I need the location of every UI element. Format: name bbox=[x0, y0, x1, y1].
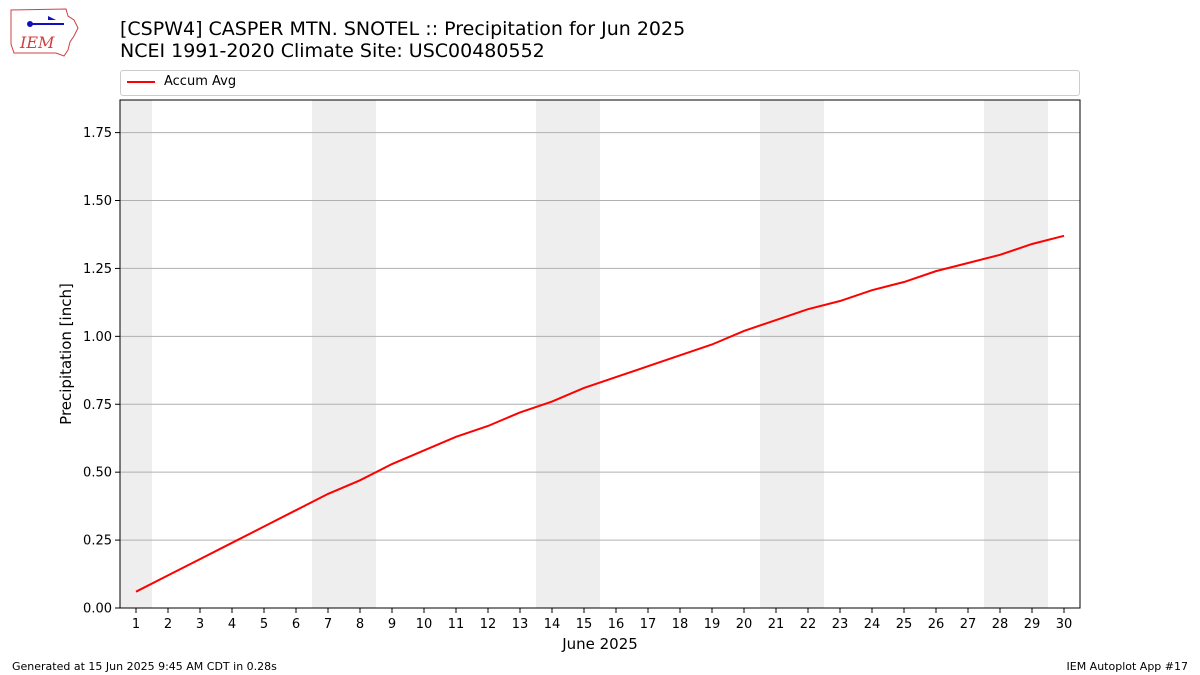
y-tick-label-5: 1.25 bbox=[83, 262, 112, 277]
x-tick-label-26: 26 bbox=[928, 617, 945, 632]
x-tick-label-6: 6 bbox=[292, 617, 300, 632]
x-tick-label-25: 25 bbox=[896, 617, 913, 632]
x-tick-label-14: 14 bbox=[544, 617, 561, 632]
x-tick-label-19: 19 bbox=[704, 617, 721, 632]
weekend-band-day-15 bbox=[568, 100, 600, 608]
x-tick-label-29: 29 bbox=[1024, 617, 1041, 632]
weekend-band-day-8 bbox=[344, 100, 376, 608]
plot-frame bbox=[119, 99, 1081, 609]
series-line-accum-avg bbox=[135, 234, 1065, 593]
y-axis-label: Precipitation [inch] bbox=[57, 283, 75, 425]
chart-title: [CSPW4] CASPER MTN. SNOTEL :: Precipitat… bbox=[120, 18, 686, 40]
y-tick-label-0: 0.00 bbox=[83, 602, 112, 617]
x-tick-label-11: 11 bbox=[448, 617, 465, 632]
x-tick-label-3: 3 bbox=[196, 617, 204, 632]
x-tick-label-7: 7 bbox=[324, 617, 332, 632]
app-label: IEM Autoplot App #17 bbox=[1066, 660, 1189, 673]
x-tick-label-18: 18 bbox=[672, 617, 689, 632]
generated-timestamp: Generated at 15 Jun 2025 9:45 AM CDT in … bbox=[12, 660, 277, 673]
x-tick-label-9: 9 bbox=[388, 617, 396, 632]
y-tick-label-7: 1.75 bbox=[83, 126, 112, 141]
x-tick-label-30: 30 bbox=[1056, 617, 1073, 632]
x-tick-label-20: 20 bbox=[736, 617, 753, 632]
x-tick-label-10: 10 bbox=[416, 617, 433, 632]
x-tick-label-22: 22 bbox=[800, 617, 817, 632]
weekend-band-day-29 bbox=[1016, 100, 1048, 608]
x-tick-label-5: 5 bbox=[260, 617, 268, 632]
y-tick-label-1: 0.25 bbox=[83, 534, 112, 549]
x-tick-label-15: 15 bbox=[576, 617, 593, 632]
legend-swatch-accum-avg bbox=[127, 81, 155, 83]
x-tick-label-16: 16 bbox=[608, 617, 625, 632]
y-tick-label-4: 1.00 bbox=[83, 330, 112, 345]
y-tick-label-3: 0.75 bbox=[83, 398, 112, 413]
chart-subtitle: NCEI 1991-2020 Climate Site: USC00480552 bbox=[120, 40, 545, 62]
x-tick-label-13: 13 bbox=[512, 617, 529, 632]
weekend-band-day-28 bbox=[984, 100, 1016, 608]
x-tick-label-21: 21 bbox=[768, 617, 785, 632]
x-tick-label-23: 23 bbox=[832, 617, 849, 632]
logo-flag-shape bbox=[48, 16, 56, 20]
logo-station-dot bbox=[27, 21, 33, 27]
y-tick-label-2: 0.50 bbox=[83, 466, 112, 481]
weekend-band-day-22 bbox=[792, 100, 824, 608]
weekend-band-day-21 bbox=[760, 100, 792, 608]
x-tick-label-24: 24 bbox=[864, 617, 881, 632]
weekend-band-day-7 bbox=[312, 100, 344, 608]
x-tick-label-2: 2 bbox=[164, 617, 172, 632]
x-tick-label-17: 17 bbox=[640, 617, 657, 632]
iowa-outline-shape bbox=[10, 8, 79, 57]
legend: Accum Avg bbox=[120, 70, 1080, 96]
weekend-band-day-1 bbox=[120, 100, 152, 608]
x-tick-label-4: 4 bbox=[228, 617, 236, 632]
legend-label-accum-avg: Accum Avg bbox=[164, 74, 237, 89]
logo-text: IEM bbox=[19, 33, 55, 52]
x-axis-label: June 2025 bbox=[561, 635, 638, 653]
weekend-band-day-14 bbox=[536, 100, 568, 608]
x-tick-label-28: 28 bbox=[992, 617, 1009, 632]
x-tick-label-8: 8 bbox=[356, 617, 364, 632]
iem-logo: IEM bbox=[10, 8, 79, 57]
x-tick-label-12: 12 bbox=[480, 617, 497, 632]
y-tick-label-6: 1.50 bbox=[83, 194, 112, 209]
x-tick-label-27: 27 bbox=[960, 617, 977, 632]
x-tick-label-1: 1 bbox=[132, 617, 140, 632]
